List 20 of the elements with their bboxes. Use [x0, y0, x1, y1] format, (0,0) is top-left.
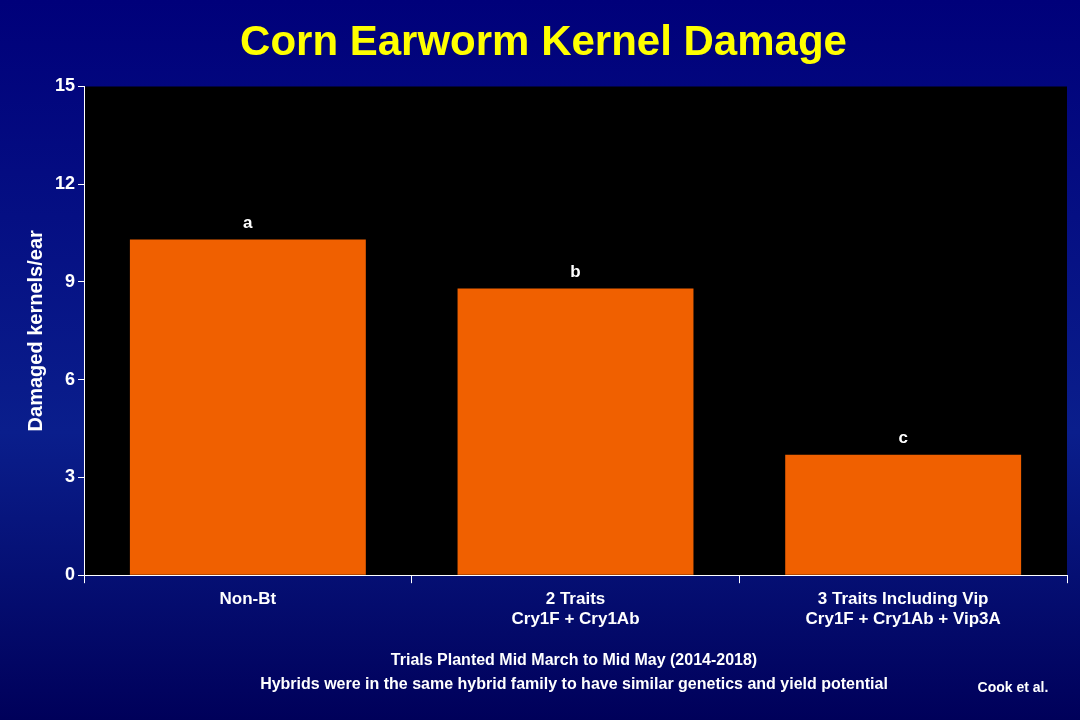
x-tick-label: Non-Bt	[219, 589, 277, 609]
text: Hybrids were in the same hybrid family to have similar genetics and yield potential	[260, 675, 888, 693]
annotation: a	[243, 212, 254, 232]
x-tick-label: 3 Traits Including Vip Cry1F + Cry1Ab + Vip3A	[805, 589, 1001, 629]
bar	[457, 288, 694, 575]
bar	[129, 239, 366, 575]
y-axis-title: Damaged kernels/ear	[23, 229, 46, 432]
y-tick-label: 6	[65, 368, 76, 389]
x-tick-label: 2 Traits Cry1F + Cry1Ab	[511, 589, 640, 629]
y-tick-label: 12	[54, 173, 76, 194]
chart-title: Corn Earworm Kernel Damage	[240, 16, 847, 64]
text: Trials Planted Mid March to Mid May (2014-2018)	[390, 651, 758, 669]
y-tick-label: 0	[65, 564, 76, 585]
text: Cook et al.	[977, 678, 1049, 695]
annotation: b	[570, 261, 581, 281]
y-tick-label: 3	[65, 466, 76, 487]
y-tick-label: 9	[65, 270, 76, 291]
y-tick-label: 15	[54, 75, 76, 96]
bar	[785, 454, 1022, 575]
annotation: c	[898, 427, 908, 447]
